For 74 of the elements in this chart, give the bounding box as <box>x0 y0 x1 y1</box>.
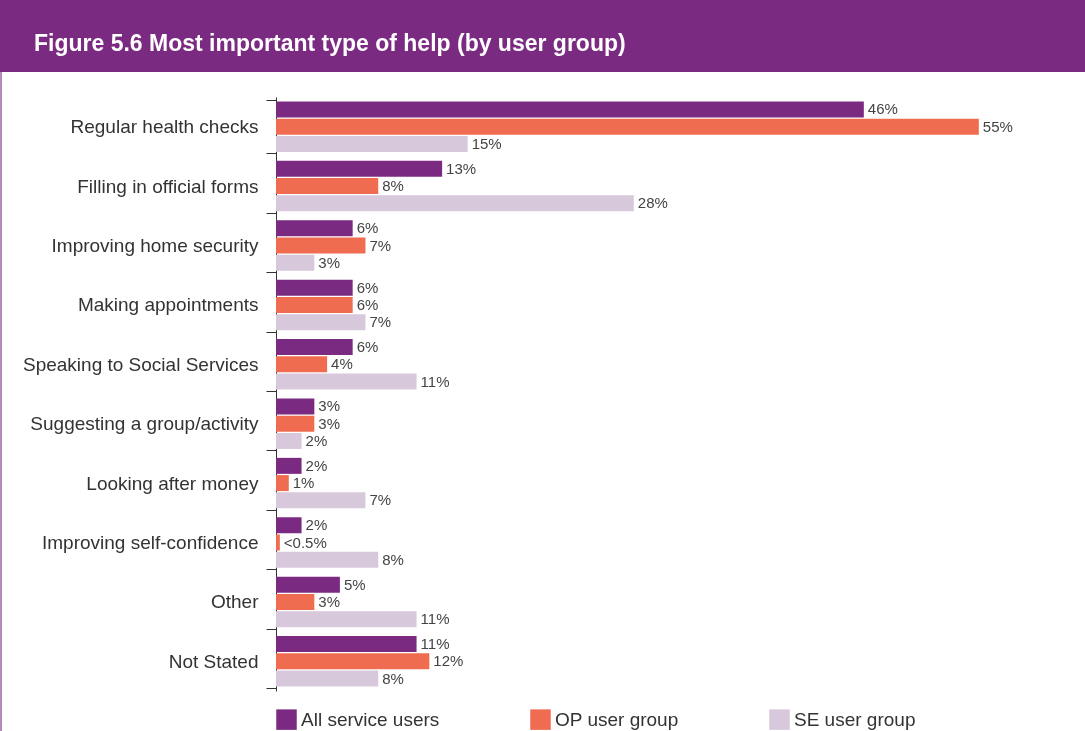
data-label: 2% <box>305 431 328 449</box>
bar <box>276 254 315 271</box>
bar <box>276 534 280 551</box>
legend-label: All service users <box>301 708 440 730</box>
y-tick-label: Improving self-confidence <box>42 532 259 553</box>
legend-label: SE user group <box>794 708 916 730</box>
bar <box>276 356 328 373</box>
data-label: 2% <box>305 456 328 474</box>
y-tick-label: Not Stated <box>168 650 259 672</box>
data-label: 55% <box>982 117 1013 135</box>
data-label: 6% <box>356 278 379 296</box>
bar <box>276 101 864 118</box>
bar <box>276 636 417 653</box>
bar <box>276 576 340 593</box>
data-label: <0.5% <box>283 533 327 551</box>
data-label: 1% <box>292 474 315 492</box>
bar <box>276 178 379 195</box>
data-label: 7% <box>369 313 392 331</box>
data-label: 11% <box>420 372 450 390</box>
data-label: 28% <box>637 194 668 212</box>
bar <box>276 475 289 492</box>
data-label: 13% <box>446 159 477 177</box>
bar <box>276 551 379 568</box>
bar <box>276 432 302 449</box>
data-label: 3% <box>318 253 341 271</box>
bar <box>276 517 302 534</box>
bar <box>276 492 366 509</box>
bar <box>276 118 979 135</box>
bar <box>276 670 379 687</box>
data-label: 7% <box>369 236 392 254</box>
bar <box>276 279 353 296</box>
y-tick-label: Regular health checks <box>70 116 259 138</box>
y-tick-label: Looking after money <box>86 472 259 494</box>
bar <box>276 314 366 331</box>
bar <box>276 398 315 415</box>
bar <box>276 135 468 152</box>
bar <box>276 415 315 432</box>
y-tick-label: Suggesting a group/activity <box>30 413 259 435</box>
y-tick-label: Improving home security <box>51 235 259 256</box>
chart-title: Figure 5.6 Most important type of help (by user group) <box>0 0 1085 72</box>
bar <box>276 611 417 628</box>
bar <box>276 296 353 313</box>
bar <box>276 237 366 254</box>
data-label: 3% <box>318 592 341 610</box>
y-tick-label: Filling in official forms <box>77 175 259 197</box>
bar <box>276 653 430 670</box>
data-label: 3% <box>318 414 341 432</box>
data-label: 15% <box>471 134 502 152</box>
data-label: 8% <box>382 550 404 568</box>
bar <box>276 160 443 177</box>
data-label: 8% <box>382 177 404 195</box>
bar <box>276 593 315 610</box>
data-label: 46% <box>867 100 898 118</box>
data-label: 8% <box>382 669 404 687</box>
data-label: 12% <box>433 652 464 670</box>
data-label: 6% <box>356 219 379 237</box>
bar <box>276 339 353 356</box>
y-tick-label: Other <box>210 591 260 613</box>
data-label: 3% <box>318 397 341 415</box>
bar <box>276 195 634 212</box>
data-label: 5% <box>343 575 366 593</box>
data-label: 6% <box>356 338 379 356</box>
data-label: 7% <box>369 491 392 509</box>
bar <box>276 220 353 237</box>
legend-label: OP user group <box>555 708 679 730</box>
data-label: 11% <box>420 635 450 653</box>
data-label: 4% <box>331 355 353 373</box>
data-label: 6% <box>356 295 379 313</box>
y-tick-label: Making appointments <box>77 294 259 316</box>
data-label: 2% <box>305 516 328 534</box>
bar <box>276 373 417 390</box>
bar <box>276 457 302 474</box>
y-tick-label: Speaking to Social Services <box>22 353 259 375</box>
data-label: 11% <box>420 610 450 628</box>
